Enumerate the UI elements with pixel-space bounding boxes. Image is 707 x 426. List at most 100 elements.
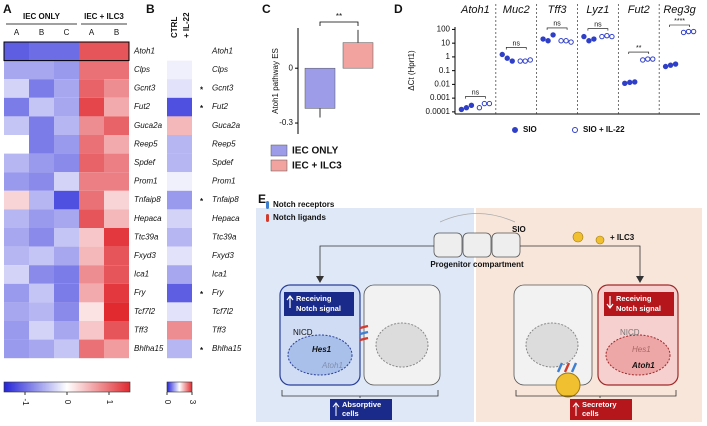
heat-cell bbox=[104, 135, 129, 154]
legend-swatch bbox=[270, 144, 288, 157]
gene-label: Fut2 bbox=[628, 4, 650, 16]
heat-cell bbox=[54, 42, 79, 61]
ilc3-icon bbox=[572, 231, 584, 243]
point bbox=[581, 33, 587, 40]
significance-label: ns bbox=[553, 21, 561, 28]
panel-label: C bbox=[262, 2, 271, 16]
outcome-text: Absorptive bbox=[342, 400, 381, 409]
y-tick-label: -0.3 bbox=[279, 118, 293, 127]
nicd: NICD bbox=[293, 328, 313, 337]
heat-cell bbox=[79, 153, 104, 173]
heat-cell bbox=[29, 172, 54, 191]
heat-cell bbox=[167, 265, 192, 284]
panel-label: A bbox=[3, 2, 12, 16]
heat-cell bbox=[104, 97, 129, 117]
row-label: Guca2a bbox=[212, 121, 241, 130]
heat-cell bbox=[54, 228, 79, 247]
panel-label: B bbox=[146, 2, 155, 16]
point bbox=[481, 100, 488, 107]
heat-cell bbox=[4, 135, 29, 154]
row-label: Reep5 bbox=[134, 139, 158, 148]
heat-cell bbox=[54, 190, 79, 210]
nicd: NICD bbox=[620, 328, 640, 337]
legend-label: IEC + ILC3 bbox=[292, 161, 342, 172]
point bbox=[662, 63, 669, 70]
row-label: Spdef bbox=[212, 158, 234, 167]
heat-cell bbox=[79, 60, 104, 80]
heat-cell bbox=[4, 265, 29, 284]
heat-cell bbox=[104, 228, 129, 247]
point bbox=[591, 36, 597, 42]
signal-text: Receiving bbox=[296, 294, 332, 303]
significance-bracket bbox=[546, 27, 568, 30]
ilc3-cell bbox=[555, 372, 581, 398]
heat-cell bbox=[29, 135, 54, 154]
row-label: Prom1 bbox=[212, 177, 236, 186]
signal-box bbox=[284, 292, 354, 316]
heat-cell bbox=[167, 135, 192, 154]
heat-cell bbox=[167, 60, 192, 80]
row-label: Spdef bbox=[134, 158, 156, 167]
heat-cell bbox=[79, 321, 104, 340]
heat-cell bbox=[54, 172, 79, 191]
bar bbox=[342, 42, 374, 69]
point bbox=[622, 80, 628, 86]
brackets bbox=[281, 390, 677, 398]
heat-cell bbox=[167, 321, 192, 340]
significance-bracket bbox=[669, 24, 690, 27]
heat-cell bbox=[29, 209, 54, 228]
heat-cell bbox=[4, 116, 29, 135]
significance-label: ** bbox=[336, 12, 342, 21]
significance-label: ** bbox=[636, 45, 642, 52]
point bbox=[558, 38, 564, 44]
legend-marker bbox=[512, 127, 518, 133]
colorbar-tick-label: -1 bbox=[21, 398, 30, 406]
row-label: Tnfaip8 bbox=[134, 195, 161, 204]
row-label: Clps bbox=[134, 65, 150, 74]
heat-cell bbox=[54, 153, 79, 173]
nucleus bbox=[525, 322, 579, 368]
heat-cell bbox=[79, 265, 104, 284]
point bbox=[463, 105, 470, 111]
up-arrow bbox=[332, 402, 340, 416]
heat-cell bbox=[79, 246, 104, 266]
panel-label: D bbox=[394, 2, 403, 16]
heat-cell bbox=[79, 172, 104, 191]
significance-star: * bbox=[200, 290, 204, 299]
heat-cell bbox=[104, 60, 129, 80]
heat-cell bbox=[104, 79, 129, 98]
y-tick-label: 0.01 bbox=[434, 79, 450, 88]
y-tick-label: 1 bbox=[446, 52, 451, 61]
significance-label: ns bbox=[594, 22, 602, 29]
row-label: Fry bbox=[212, 288, 225, 297]
point bbox=[685, 28, 692, 35]
row-label: Prom1 bbox=[134, 177, 158, 186]
row-label: Atoh1 bbox=[211, 46, 233, 55]
point bbox=[458, 106, 465, 113]
outcome-text: cells bbox=[582, 409, 599, 418]
heat-cell bbox=[54, 339, 79, 359]
point bbox=[468, 102, 475, 109]
heat-cell bbox=[167, 283, 192, 303]
point bbox=[586, 38, 592, 44]
nucleus bbox=[287, 334, 353, 376]
heat-cell bbox=[54, 209, 79, 228]
panel-label: E bbox=[258, 192, 266, 206]
heat-cell bbox=[29, 228, 54, 247]
highlight-box bbox=[3, 41, 130, 62]
significance-bracket bbox=[587, 28, 609, 31]
progenitor-label: Progenitor compartment bbox=[430, 260, 524, 269]
heat-cell bbox=[54, 283, 79, 303]
significance-label: ns bbox=[472, 89, 480, 96]
significance-bracket bbox=[628, 51, 650, 55]
heat-cell bbox=[54, 116, 79, 135]
point bbox=[527, 57, 533, 63]
heat-cell bbox=[29, 283, 54, 303]
point bbox=[650, 56, 656, 62]
progenitor-cells bbox=[433, 213, 521, 258]
heat-cell bbox=[167, 79, 192, 98]
heat-cell bbox=[167, 190, 192, 210]
up-arrow bbox=[572, 402, 580, 416]
point bbox=[632, 79, 638, 85]
significance-bracket bbox=[465, 96, 486, 99]
